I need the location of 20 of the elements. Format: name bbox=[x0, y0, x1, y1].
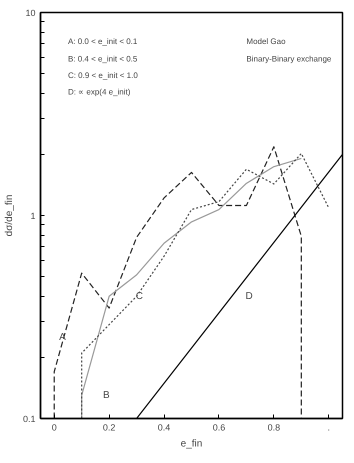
x-tick-label: 0.2 bbox=[102, 422, 116, 432]
y-tick-label: 10 bbox=[25, 8, 36, 18]
annotation: Model Gao bbox=[246, 36, 286, 46]
annotation: Binary-Binary exchange bbox=[246, 54, 332, 64]
y-tick-label: 0.1 bbox=[22, 414, 36, 424]
x-tick-label: 0.8 bbox=[268, 422, 280, 432]
x-tick-label: 0 bbox=[52, 422, 57, 432]
annotation: D: ∝ exp(4 e_init) bbox=[68, 88, 131, 97]
annotation: A: 0.0 < e_init < 0.1 bbox=[68, 36, 138, 46]
x-axis-title: e_fin bbox=[180, 438, 202, 450]
annotation: B: 0.4 < e_init < 0.5 bbox=[68, 54, 138, 64]
annotation: A bbox=[59, 332, 66, 344]
annotation: C: 0.9 < e_init < 1.0 bbox=[68, 70, 138, 80]
x-tick-label: . bbox=[328, 422, 330, 432]
x-tick-label: 0.4 bbox=[158, 422, 170, 432]
annotation: B bbox=[103, 390, 110, 401]
y-tick-label: 1 bbox=[30, 211, 36, 221]
x-tick-label: 0.6 bbox=[212, 422, 226, 432]
y-axis-title: dσ/de_fin bbox=[4, 194, 15, 236]
annotation: D bbox=[246, 290, 253, 302]
